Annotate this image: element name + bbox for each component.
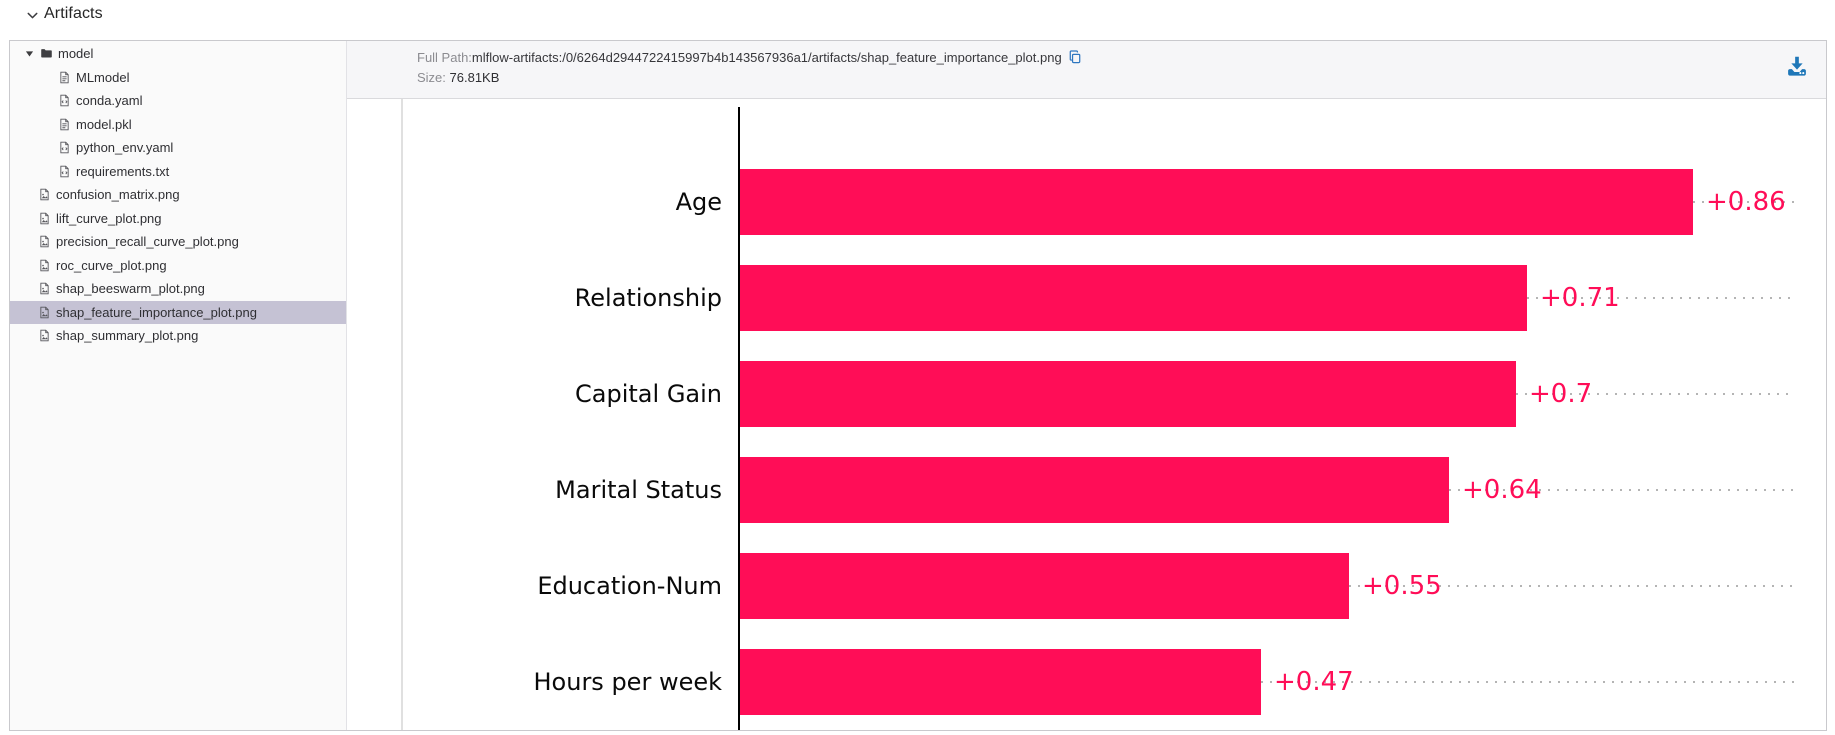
tree-item-label: shap_beeswarm_plot.png <box>56 281 205 297</box>
page-title: Artifacts <box>44 5 103 22</box>
triangle-expanded-icon[interactable] <box>25 49 34 58</box>
tree-item-label: precision_recall_curve_plot.png <box>56 234 239 250</box>
y-axis-line <box>738 107 740 730</box>
file-document-icon <box>58 71 71 84</box>
artifacts-header: Artifacts <box>0 0 1835 32</box>
bar-capital-gain <box>740 361 1516 427</box>
tree-item-label: lift_curve_plot.png <box>56 210 162 226</box>
bar-education-num <box>740 553 1349 619</box>
image-left-edge <box>401 99 403 730</box>
full-path-label: Full Path: <box>417 50 472 65</box>
tree-item-label: model <box>58 46 94 62</box>
category-label: Marital Status <box>555 476 722 504</box>
folder-icon <box>40 47 53 60</box>
file-image-icon <box>38 188 51 201</box>
tree-item-label: python_env.yaml <box>76 140 174 156</box>
bar-relationship <box>740 265 1527 331</box>
size-value: 76.81KB <box>449 70 500 85</box>
dotted-gridline <box>1261 681 1794 683</box>
download-icon[interactable] <box>1784 54 1810 80</box>
dotted-gridline <box>1516 393 1794 395</box>
tree-item[interactable]: python_env.yaml <box>10 136 346 160</box>
bar-value-label: +0.55 <box>1362 571 1442 601</box>
size-line: Size: 76.81KB <box>417 69 1826 87</box>
shap-feature-importance-chart: Age +0.86 Relationship +0.71 Capital Gain +0.… <box>347 99 1826 730</box>
tree-item[interactable]: MLmodel <box>10 66 346 90</box>
file-code-icon <box>58 165 71 178</box>
file-image-icon <box>38 282 51 295</box>
category-label: Capital Gain <box>575 380 722 408</box>
file-image-icon <box>38 306 51 319</box>
tree-item[interactable]: shap_feature_importance_plot.png <box>10 300 346 324</box>
tree-item-label: conda.yaml <box>76 93 143 109</box>
category-label: Age <box>675 188 722 216</box>
tree-item[interactable]: shap_beeswarm_plot.png <box>10 277 346 301</box>
file-image-icon <box>38 329 51 342</box>
bar-value-label: +0.64 <box>1462 475 1542 505</box>
dotted-gridline <box>1449 489 1794 491</box>
tree-item-label: requirements.txt <box>76 163 170 179</box>
bar-value-label: +0.7 <box>1529 379 1593 409</box>
tree-item[interactable]: model.pkl <box>10 113 346 137</box>
full-path-line: Full Path:mlflow-artifacts:/0/6264d29447… <box>417 49 1826 69</box>
size-label: Size: <box>417 70 450 85</box>
dotted-gridline <box>1527 297 1794 299</box>
file-code-icon <box>58 94 71 107</box>
tree-item-label: shap_feature_importance_plot.png <box>56 304 257 320</box>
tree-item[interactable]: conda.yaml <box>10 89 346 113</box>
tree-item[interactable]: model <box>10 42 346 66</box>
tree-item-label: MLmodel <box>76 69 130 85</box>
category-label: Relationship <box>574 284 722 312</box>
tree-item[interactable]: shap_summary_plot.png <box>10 324 346 348</box>
tree-item-label: roc_curve_plot.png <box>56 257 167 273</box>
artifact-info-header: Full Path:mlflow-artifacts:/0/6264d29447… <box>347 41 1826 99</box>
dotted-gridline <box>1349 585 1794 587</box>
file-document-icon <box>58 118 71 131</box>
bar-marital-status <box>740 457 1449 523</box>
bar-age <box>740 169 1693 235</box>
tree-item[interactable]: requirements.txt <box>10 160 346 184</box>
tree-item-label: confusion_matrix.png <box>56 187 180 203</box>
category-label: Education-Num <box>537 572 722 600</box>
tree-item[interactable]: lift_curve_plot.png <box>10 207 346 231</box>
bar-hours-per-week <box>740 649 1261 715</box>
tree-item[interactable]: confusion_matrix.png <box>10 183 346 207</box>
file-image-icon <box>38 235 51 248</box>
artifacts-container: model MLmodel conda.yaml model.pkl python_en… <box>9 40 1827 731</box>
copy-icon[interactable] <box>1068 50 1082 69</box>
file-image-icon <box>38 212 51 225</box>
full-path-value: mlflow-artifacts:/0/6264d2944722415997b4… <box>471 50 1062 65</box>
file-image-icon <box>38 259 51 272</box>
tree-item[interactable]: roc_curve_plot.png <box>10 254 346 278</box>
file-code-icon <box>58 141 71 154</box>
tree-item[interactable]: precision_recall_curve_plot.png <box>10 230 346 254</box>
dotted-gridline <box>1693 201 1794 203</box>
tree-item-label: model.pkl <box>76 116 132 132</box>
chevron-down-icon[interactable] <box>24 7 40 23</box>
artifact-viewer-panel: Full Path:mlflow-artifacts:/0/6264d29447… <box>347 41 1826 730</box>
artifact-file-tree: model MLmodel conda.yaml model.pkl python_en… <box>10 41 347 730</box>
tree-item-label: shap_summary_plot.png <box>56 328 199 344</box>
bar-value-label: +0.86 <box>1706 187 1786 217</box>
category-label: Hours per week <box>533 668 723 696</box>
bar-value-label: +0.71 <box>1540 283 1620 313</box>
bar-value-label: +0.47 <box>1274 667 1354 697</box>
